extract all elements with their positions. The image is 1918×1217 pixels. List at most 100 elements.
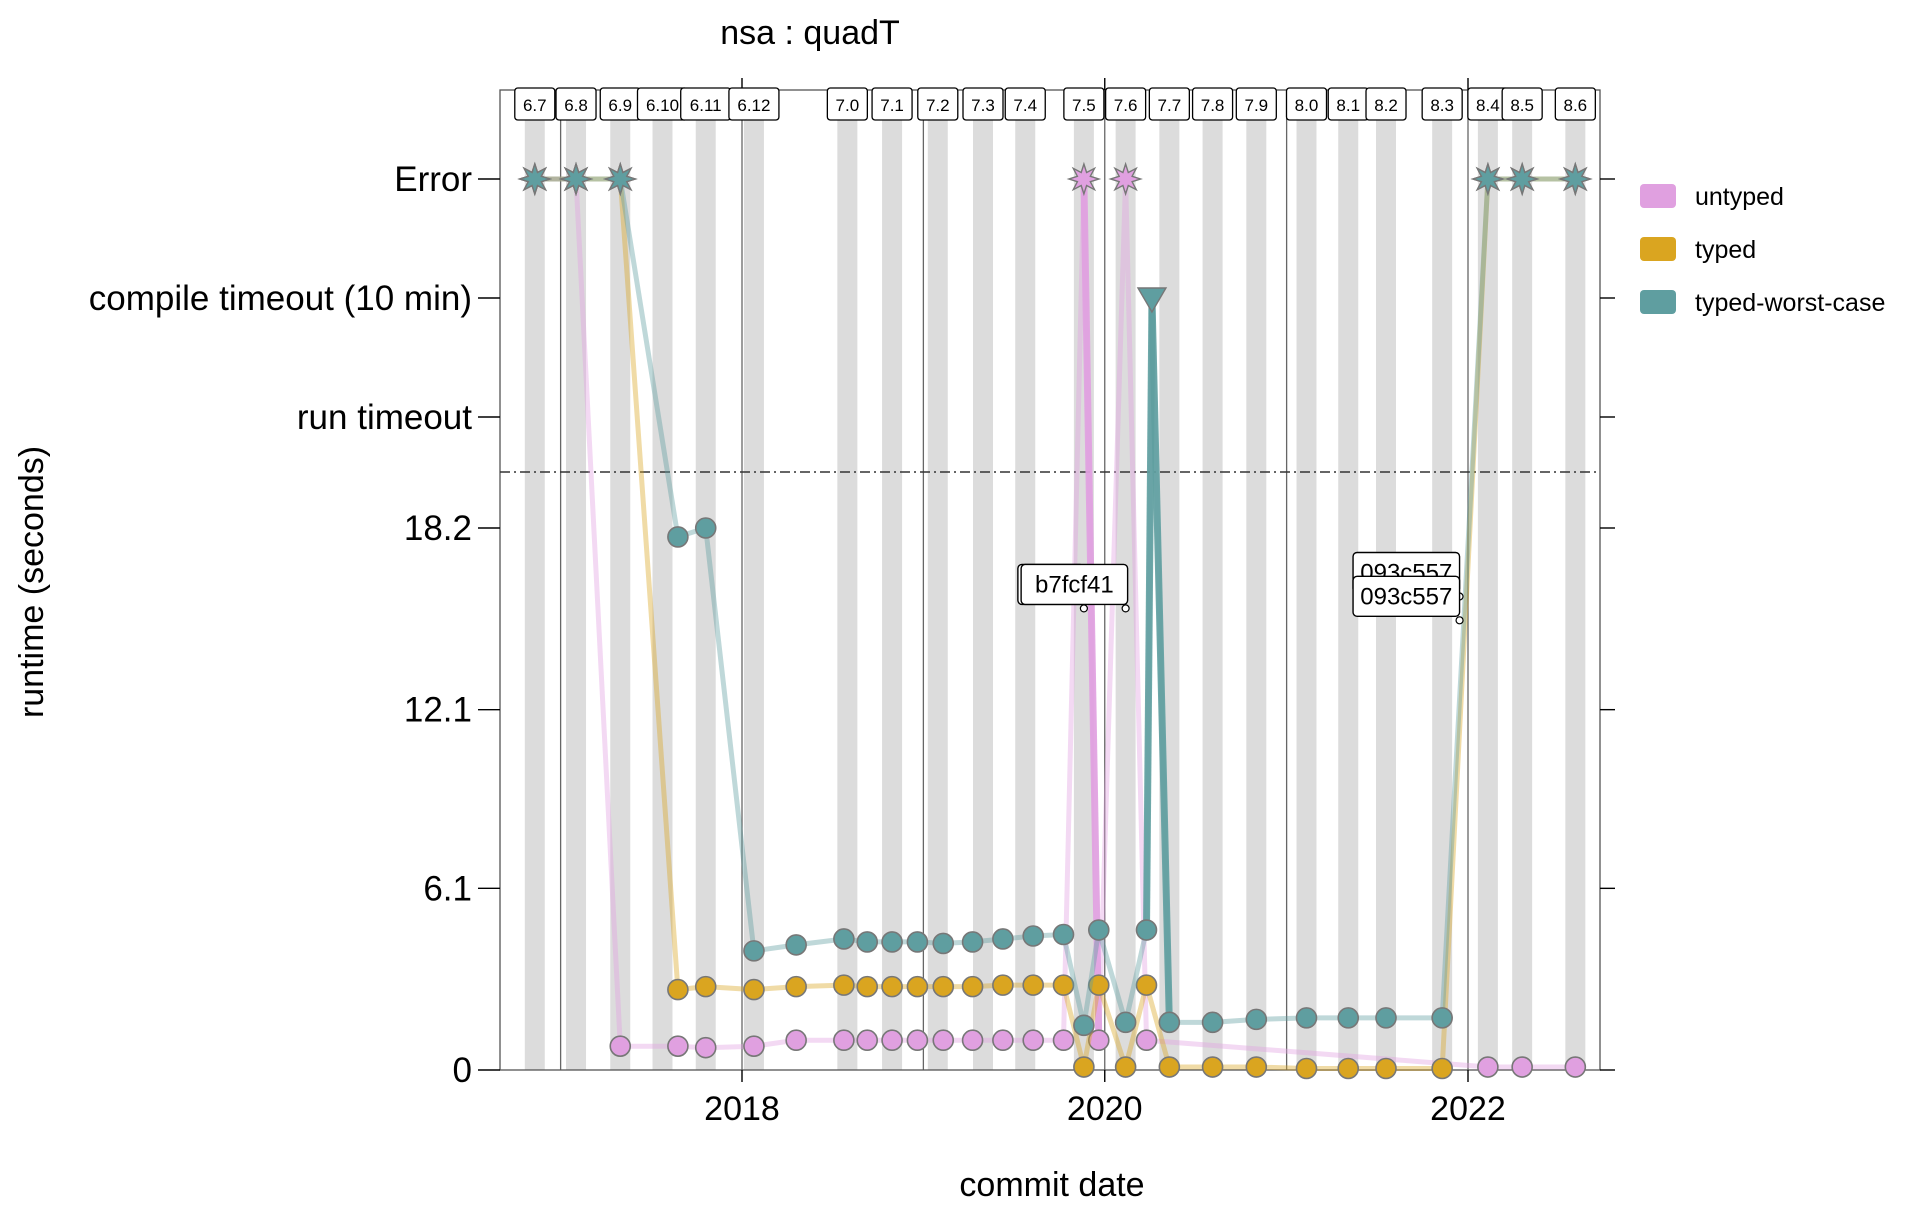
point-untyped xyxy=(906,1029,929,1052)
point-typed-worst-case xyxy=(881,931,903,953)
version-label: 6.11 xyxy=(690,96,722,115)
annotation-layer: d149b7fcf41093c557093c557 xyxy=(1017,551,1464,625)
version-label: 8.2 xyxy=(1374,96,1398,115)
version-label-box xyxy=(1063,87,1105,121)
version-label: 6.7 xyxy=(523,96,547,115)
version-band xyxy=(1477,90,1498,1070)
version-band xyxy=(927,90,948,1070)
point-typed xyxy=(743,978,765,1001)
legend-swatch-typed xyxy=(1640,237,1676,261)
point-typed-worst-case xyxy=(743,940,765,962)
point-typed xyxy=(906,975,929,998)
version-labels: 6.7 6.8 6.9 6.10 6.11 6.12 7.0 7.1 7.2 7.3 7.4 7.5 7… xyxy=(514,87,1596,121)
point-typed xyxy=(1087,974,1110,996)
legend-swatch-untyped xyxy=(1640,184,1676,208)
point-typed-worst-case xyxy=(785,934,807,956)
commit-marker xyxy=(1079,604,1088,613)
point-typed-worst-case xyxy=(694,517,717,539)
version-label-box xyxy=(555,87,597,121)
point-untyped xyxy=(1135,1029,1158,1052)
version-label-box xyxy=(917,87,959,121)
point-untyped xyxy=(667,1035,689,1057)
point-typed xyxy=(1073,1056,1095,1078)
y-tick-label: 18.2 xyxy=(404,509,472,548)
version-label-box xyxy=(1148,87,1191,121)
point-typed xyxy=(785,975,807,998)
version-label-box xyxy=(1004,87,1046,121)
version-label: 8.4 xyxy=(1476,96,1500,115)
version-label: 7.8 xyxy=(1201,96,1225,115)
axes-layer: 0 6.1 12.1 18.2 run timeout compile timeout (… xyxy=(89,78,1615,1128)
version-label: 7.7 xyxy=(1158,96,1182,115)
point-typed xyxy=(1337,1057,1360,1080)
point-typed-worst-case xyxy=(1073,1014,1095,1037)
point-typed-worst-case xyxy=(1114,1011,1137,1034)
point-typed xyxy=(961,975,984,998)
point-typed xyxy=(992,974,1014,996)
version-band xyxy=(695,90,716,1070)
version-band xyxy=(1296,90,1317,1070)
legend-label: typed-worst-case xyxy=(1695,289,1885,317)
version-label: 7.1 xyxy=(880,96,904,115)
legend-label: untyped xyxy=(1695,183,1784,211)
version-band xyxy=(1512,90,1533,1070)
version-band xyxy=(1202,90,1223,1070)
point-typed xyxy=(856,975,879,998)
version-label: 7.5 xyxy=(1072,96,1096,115)
year-separators xyxy=(559,90,1469,1070)
point-typed-worst-case xyxy=(1375,1007,1397,1029)
commit-marker xyxy=(1121,604,1130,613)
point-untyped xyxy=(1022,1029,1044,1052)
point-typed xyxy=(1375,1057,1397,1080)
point-compile-timeout-typed-worst-case xyxy=(1136,287,1168,314)
version-label-box xyxy=(1104,87,1147,121)
commit-label: b7fcf41 xyxy=(1035,571,1114,598)
point-typed xyxy=(1114,1056,1137,1078)
point-typed-worst-case xyxy=(1087,919,1110,941)
version-band xyxy=(973,90,994,1070)
version-label-box xyxy=(514,87,556,121)
series-spike-untyped xyxy=(1080,178,1103,1041)
version-label-box xyxy=(1365,87,1407,121)
point-typed-worst-case xyxy=(667,526,689,548)
version-label: 7.6 xyxy=(1114,96,1138,115)
point-untyped xyxy=(785,1029,807,1052)
point-typed-worst-case xyxy=(1245,1008,1268,1031)
version-label: 6.9 xyxy=(608,96,632,115)
version-label-box xyxy=(1235,87,1277,121)
point-typed xyxy=(1201,1056,1224,1078)
version-label: 7.0 xyxy=(836,96,860,115)
point-typed-worst-case xyxy=(1431,1007,1453,1029)
version-label-box xyxy=(871,87,913,121)
point-typed-worst-case xyxy=(1022,925,1044,947)
plot-frame xyxy=(499,89,1601,1071)
version-label: 6.12 xyxy=(737,96,770,115)
y-category-label: compile timeout (10 min) xyxy=(89,279,472,318)
point-untyped xyxy=(609,1035,632,1057)
point-untyped xyxy=(856,1029,879,1052)
point-error-typed-worst-case xyxy=(558,161,594,197)
series-layer xyxy=(517,161,1593,1080)
point-untyped xyxy=(1564,1056,1587,1078)
version-band xyxy=(652,90,673,1070)
y-tick-label: 0 xyxy=(453,1051,472,1090)
legend-label: typed xyxy=(1695,236,1756,264)
point-typed-worst-case xyxy=(1052,923,1075,946)
version-band xyxy=(610,90,631,1070)
commit-label-box xyxy=(1352,575,1461,618)
version-label-box xyxy=(962,87,1004,121)
version-label: 7.4 xyxy=(1013,96,1037,115)
legend-swatch-typed-worst-case xyxy=(1640,290,1676,314)
point-error-untyped xyxy=(1108,161,1143,197)
point-error-typed-worst-case xyxy=(1504,161,1540,197)
version-label: 6.10 xyxy=(646,96,679,115)
version-label-box xyxy=(1285,87,1328,121)
version-label: 7.3 xyxy=(971,96,995,115)
point-typed-worst-case xyxy=(856,931,879,953)
point-typed xyxy=(932,975,955,998)
point-error-typed-worst-case xyxy=(1470,161,1506,197)
point-typed xyxy=(667,978,689,1001)
version-label-box xyxy=(826,87,868,121)
